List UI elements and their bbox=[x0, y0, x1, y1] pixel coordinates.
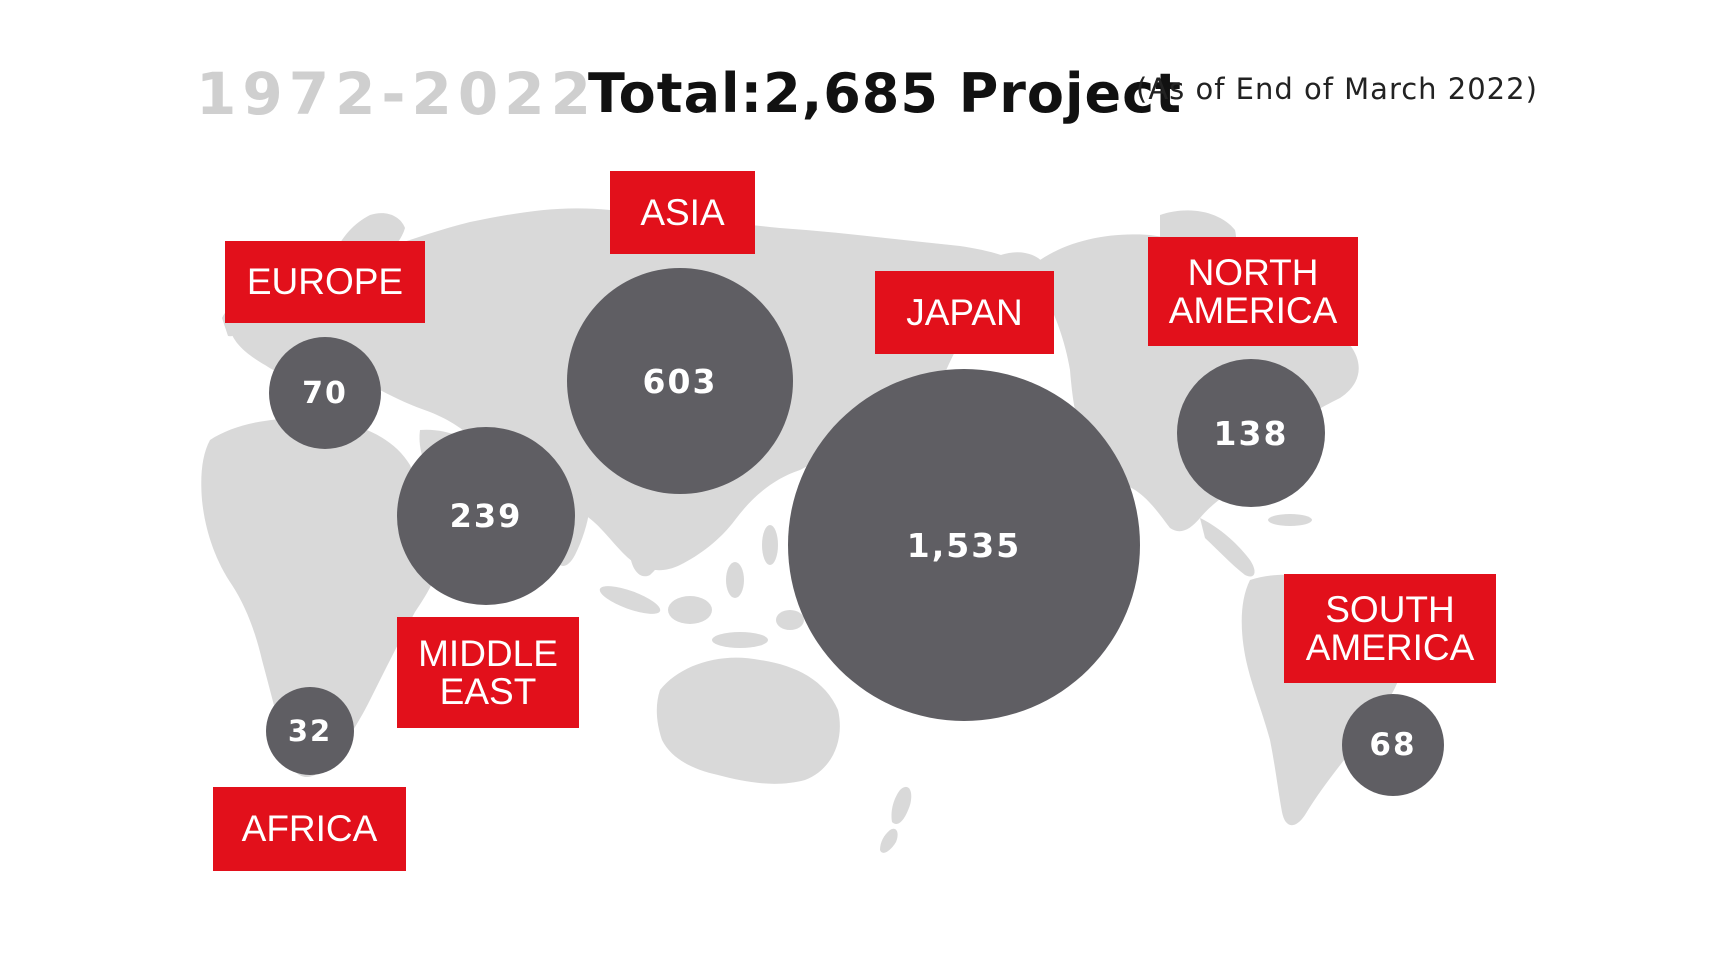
year-range: 1972-2022 bbox=[196, 60, 597, 128]
value-asia: 603 bbox=[642, 361, 718, 401]
label-africa-line-1: AFRICA bbox=[241, 808, 378, 849]
label-north-america: NORTH AMERICA bbox=[1148, 237, 1358, 346]
value-south-america: 68 bbox=[1369, 727, 1417, 763]
label-japan: JAPAN bbox=[875, 271, 1054, 354]
label-asia-line-1: ASIA bbox=[640, 191, 725, 233]
bubble-africa: 32 bbox=[266, 687, 354, 775]
bubble-south-america: 68 bbox=[1342, 694, 1444, 796]
label-south-america: SOUTH AMERICA bbox=[1284, 574, 1496, 683]
label-africa: AFRICA bbox=[213, 787, 406, 871]
label-middle-east-line-1: MIDDLE bbox=[418, 632, 558, 674]
label-north-america-line-1: NORTH bbox=[1187, 251, 1319, 293]
bubble-middle-east: 239 bbox=[397, 427, 575, 605]
value-north-america: 138 bbox=[1213, 413, 1289, 453]
label-south-america-line-2: AMERICA bbox=[1305, 626, 1475, 668]
bubble-asia: 603 bbox=[567, 268, 793, 494]
total-projects-title: Total:2,685 Project bbox=[588, 62, 1182, 125]
label-south-america-line-1: SOUTH bbox=[1325, 588, 1455, 630]
value-middle-east: 239 bbox=[449, 497, 523, 535]
label-europe: EUROPE bbox=[225, 241, 425, 323]
bubble-japan: 1,535 bbox=[788, 369, 1140, 721]
header: 1972-2022 Total:2,685 Project (As of End… bbox=[0, 52, 1712, 132]
label-north-america-line-2: AMERICA bbox=[1168, 289, 1338, 331]
as-of-date-note: (As of End of March 2022) bbox=[1136, 72, 1538, 106]
label-europe-line-1: EUROPE bbox=[246, 261, 404, 302]
bubble-north-america: 138 bbox=[1177, 359, 1325, 507]
value-africa: 32 bbox=[287, 714, 333, 748]
label-middle-east-line-2: EAST bbox=[439, 670, 537, 712]
label-japan-line-1: JAPAN bbox=[906, 291, 1023, 333]
bubble-europe: 70 bbox=[269, 337, 381, 449]
label-asia: ASIA bbox=[610, 171, 755, 254]
value-japan: 1,535 bbox=[906, 525, 1022, 565]
label-middle-east: MIDDLE EAST bbox=[397, 617, 579, 728]
value-europe: 70 bbox=[302, 375, 348, 411]
